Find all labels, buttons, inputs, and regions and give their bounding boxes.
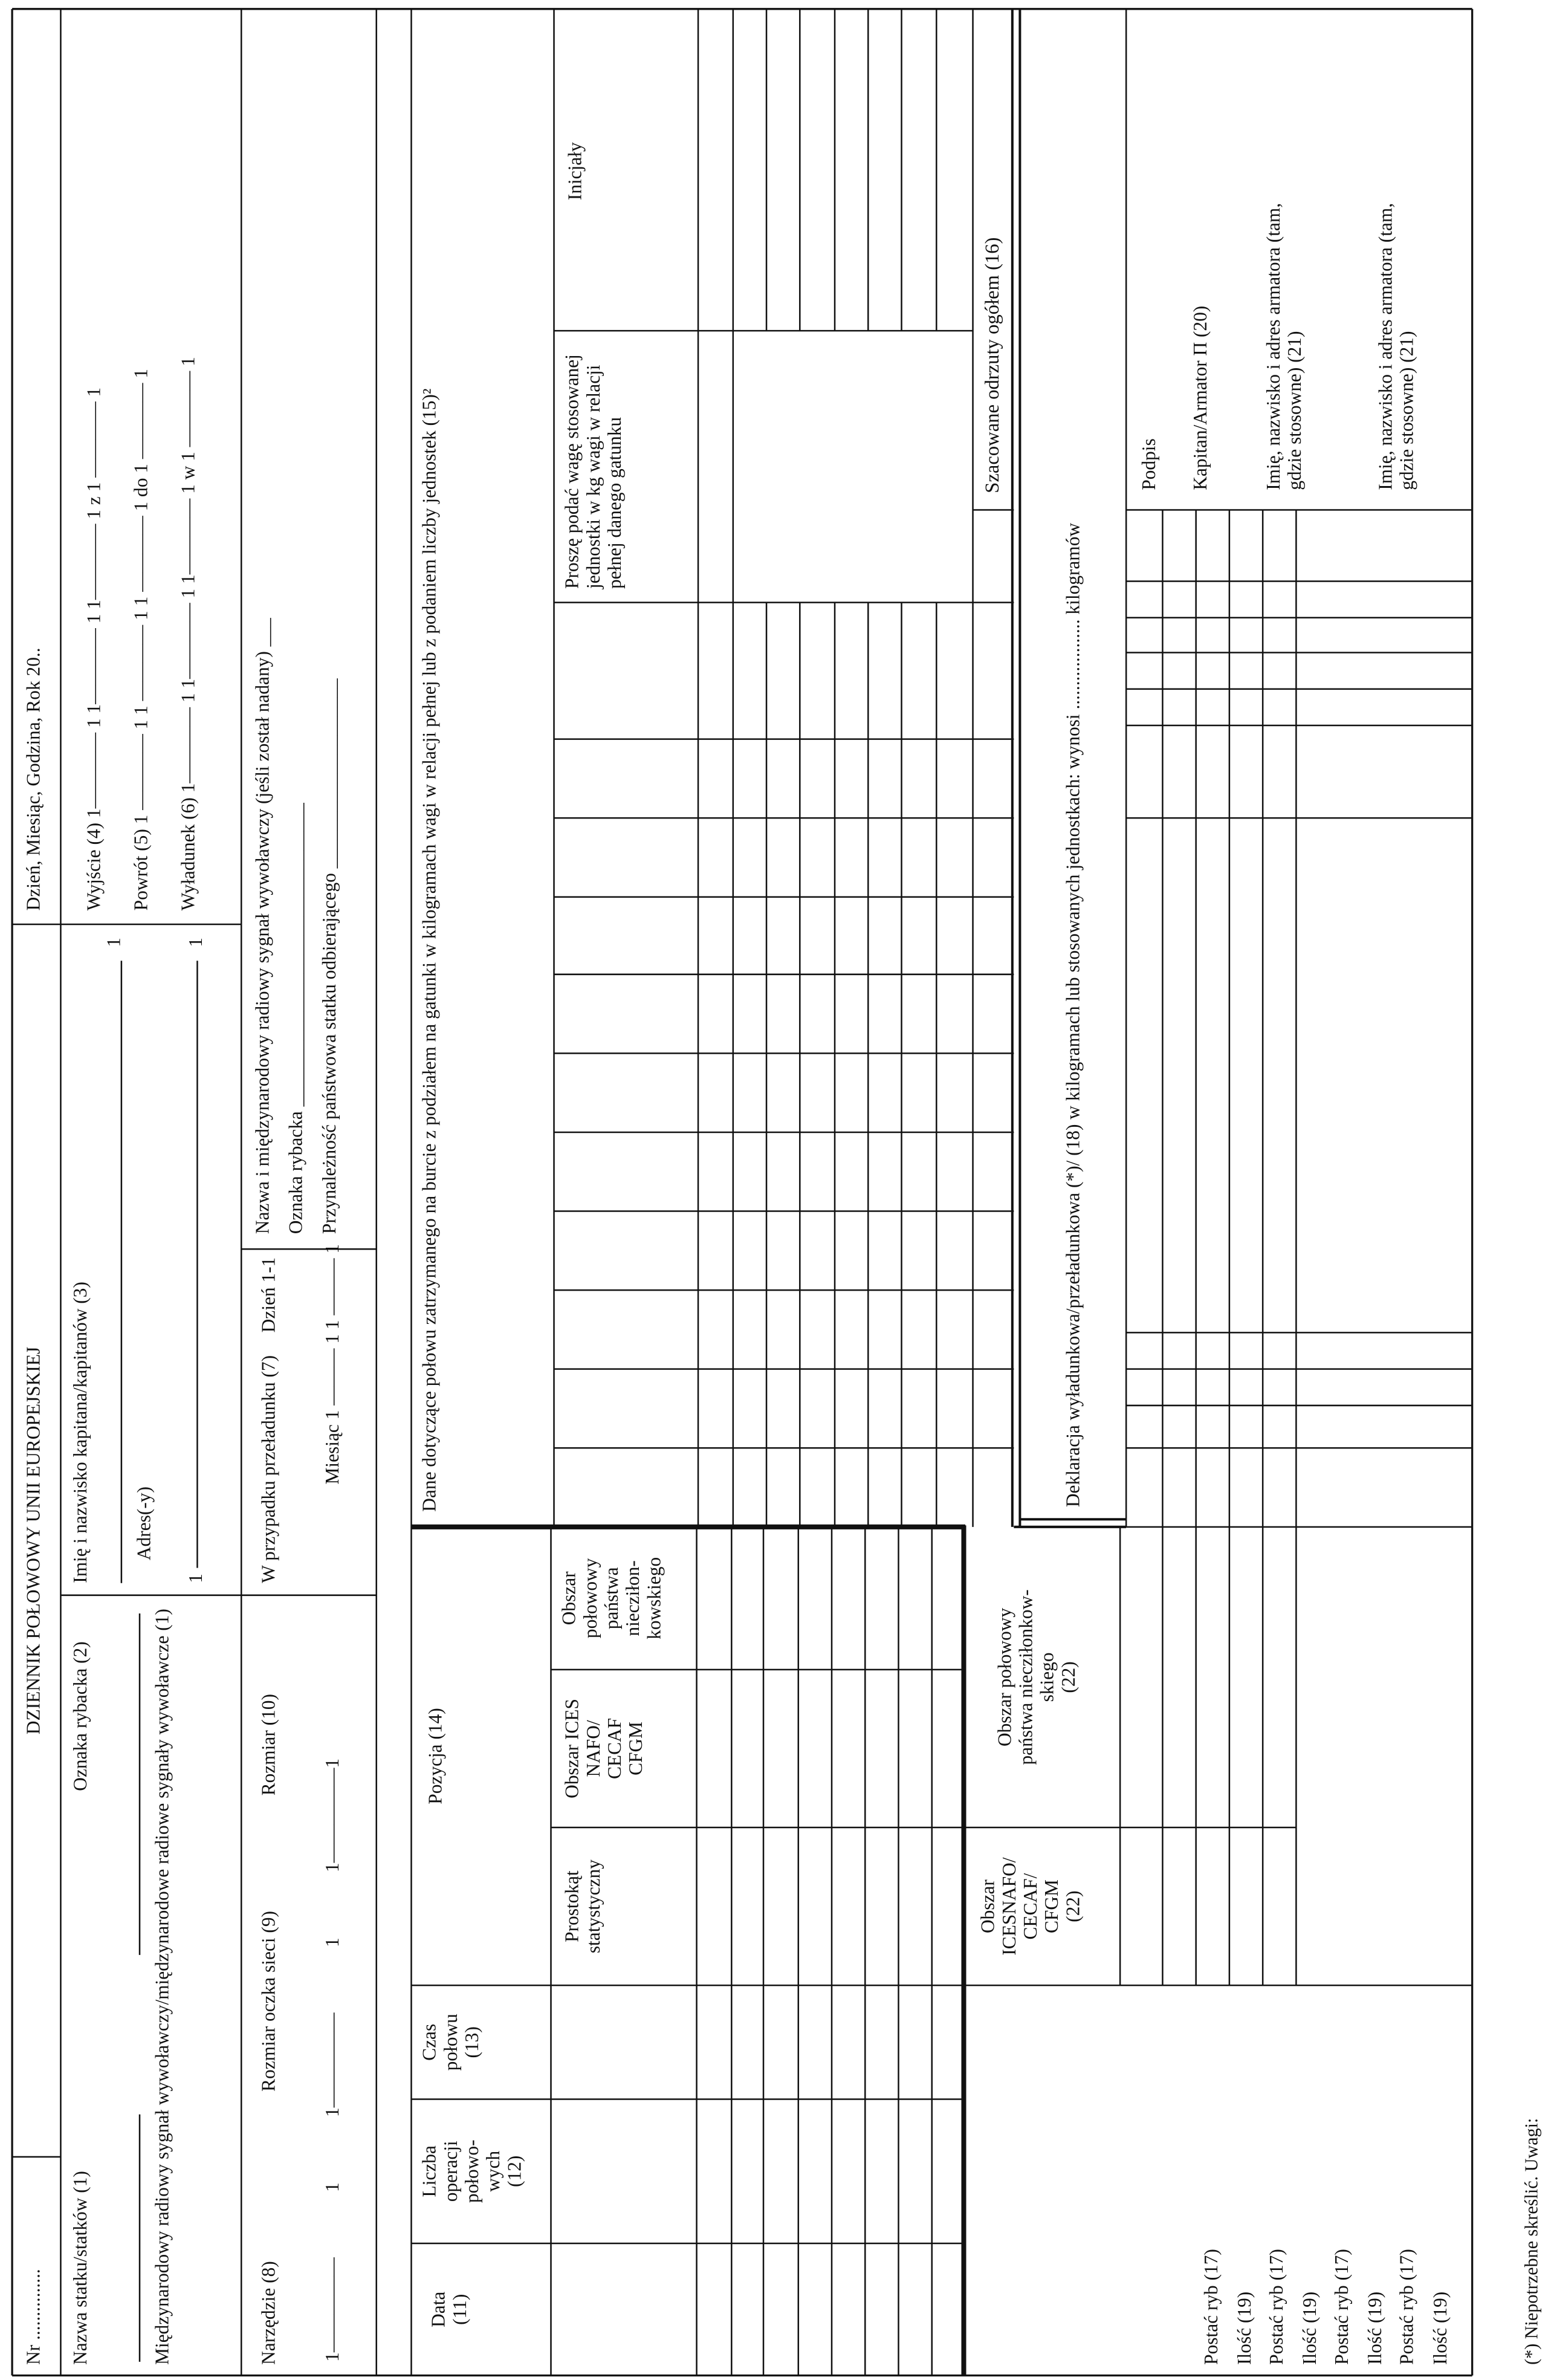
unit-weight-note: Proszę podać wagę stosowanej jednostki w… [562, 354, 626, 589]
species-header: Dane dotyczące połowu zatrzymanego na bu… [419, 388, 441, 1512]
signature-label: Podpis [1138, 438, 1160, 490]
gear-label: Narzędzie (8) [257, 2261, 280, 2365]
discards-label: Szacowane odrzuty ogółem (16) [980, 237, 1003, 493]
gear-size-label: Rozmiar (10) [257, 1694, 280, 1796]
captain-field-end: 1 [103, 937, 125, 947]
captain-owner-label: Kapitan/Armator Π (20) [1190, 305, 1211, 490]
footnote: (*) Niepotrzebne skreślić. Uwagi: [1521, 2118, 1543, 2365]
owner-address-label-2: Imię, nazwisko i adres armatora (tam, gd… [1374, 203, 1418, 490]
fish-rows-labels: Postać ryb (17) Ilość (19) Postać ryb (17)… [1196, 2249, 1457, 2365]
return-field: Powrót (5) 1 ———— 1 1 ———— 1 1 ———— 1 do… [130, 369, 152, 911]
transhipment-label: W przypadku przeładunku (7) [257, 1355, 280, 1583]
decl-ices-area: Obszar ICESNAFO/ CECAF/ CFGM (22) [977, 1857, 1084, 1956]
landing-field: Wyładunek (6) 1———— 1 1———— 1 1———— 1 w … [177, 357, 199, 911]
col-stat-rectangle: Prostokąt statystyczny [562, 1860, 604, 1954]
quantity-label: Ilość (19) [1298, 2291, 1320, 2365]
transhipment-month: Miesiąc 1 ——— 1 1 ——— 1 [322, 1244, 343, 1485]
quantity-label: Ilość (19) [1429, 2291, 1451, 2365]
initials-header: Inicjały [565, 142, 586, 201]
quantity-label: Ilość (19) [1364, 2291, 1385, 2365]
address-label: Adres(-y) [133, 1487, 155, 1561]
captain-name-label: Imię i nazwisko kapitana/kapitanów (3) [70, 1282, 91, 1583]
col-fishing-time: Czas połowu (13) [419, 2014, 483, 2071]
landing-declaration-text: Deklaracja wyładunkowa/przeładunkowa (*)… [1062, 522, 1084, 1508]
fish-form-label: Postać ryb (17) [1396, 2249, 1418, 2365]
departure-field: Wyjście (4) 1———— 1 1———— 1 1———— 1 z 1 … [83, 387, 105, 911]
receiver-mark-label: Oznaka rybacka _________________________… [285, 803, 307, 1234]
col-nonmember-area: Obszar połowowy państwa niecziłon- kowsk… [558, 1557, 665, 1639]
owner-address-label-1: Imię, nazwisko i adres armatora (tam, gd… [1263, 203, 1306, 490]
col-operations: Liczba operacji połowo- wych (12) [419, 2139, 525, 2203]
radio-callsign-label: Międzynarodowy radiowy sygnał wywoławczy… [152, 1609, 173, 2365]
page-title: DZIENNIK POŁOWOWY UNII EUROPEJSKIEJ [22, 1346, 44, 1735]
mesh-size-label: Rozmiar oczka sieci (9) [257, 1910, 280, 2092]
decl-nonmember-area: Obszar połowowy państwa niecziłonkow- sk… [994, 1589, 1080, 1765]
gear-values-line: 1————— 1 1————— 1 1—————1 [322, 1758, 343, 2362]
col-date: Data (11) [428, 2291, 471, 2327]
address-field-start: 1 [185, 1574, 207, 1583]
col-ices-area: Obszar ICES NAFO/ CECAF CFGM [562, 1699, 647, 1798]
date-label: Dzień, Miesiąc, Godzina, Rok 20.. [22, 647, 44, 911]
quantity-label: Ilość (19) [1233, 2291, 1255, 2365]
fish-form-label: Postać ryb (17) [1266, 2249, 1287, 2365]
transhipment-day: Dzień 1-1 [257, 1257, 280, 1333]
receiver-name-label: Nazwa i międzynarodowy radiowy sygnał wy… [251, 618, 273, 1234]
receiver-flag-label: Przynależność państwowa statku odbierają… [319, 678, 340, 1234]
address-field-end: 1 [185, 937, 207, 947]
fishing-mark-label: Oznaka rybacka (2) [70, 1641, 91, 1791]
fish-form-label: Postać ryb (17) [1331, 2249, 1353, 2365]
col-position: Pozycja (14) [425, 1708, 447, 1804]
vessel-name-label: Nazwa statku/statków (1) [70, 2171, 91, 2365]
fish-form-label: Postać ryb (17) [1200, 2249, 1222, 2365]
logbook-number: Nr ............... [22, 2269, 44, 2365]
